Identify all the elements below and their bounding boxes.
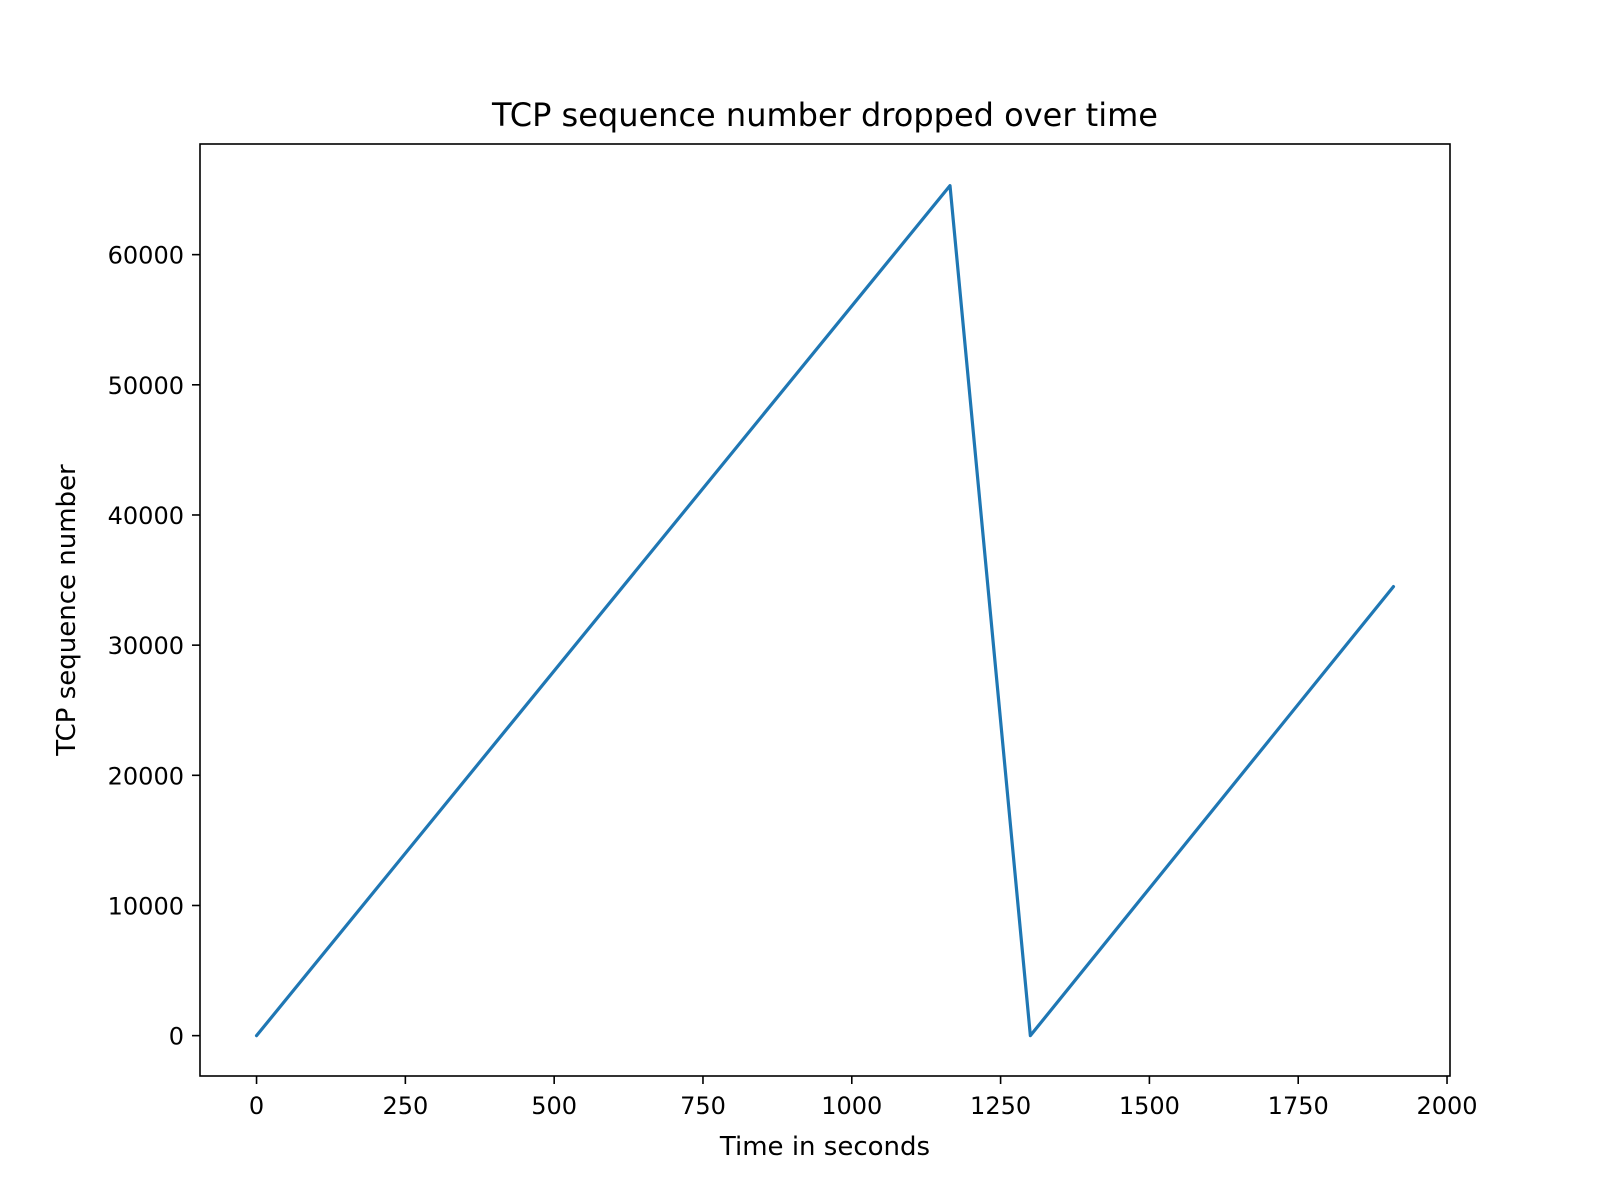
y-axis-ticks: 0 10000 20000 30000 40000 50000 60000: [108, 242, 200, 1051]
y-tick-label: 60000: [108, 242, 184, 270]
y-axis-label: TCP sequence number: [52, 464, 82, 757]
x-tick-label: 750: [680, 1092, 726, 1120]
chart-title: TCP sequence number dropped over time: [491, 96, 1158, 134]
x-axis-label: Time in seconds: [719, 1132, 930, 1162]
x-tick-label: 2000: [1416, 1092, 1477, 1120]
plot-area: [200, 144, 1450, 1076]
y-tick-label: 30000: [108, 632, 184, 660]
x-tick-label: 1500: [1119, 1092, 1180, 1120]
x-tick-label: 0: [249, 1092, 264, 1120]
series-line-1: [254, 184, 1396, 1038]
plot-frame: [199, 143, 1451, 1077]
x-tick-label: 500: [531, 1092, 577, 1120]
y-tick-label: 40000: [108, 502, 184, 530]
series-layer: [254, 184, 1396, 1038]
y-tick-label: 10000: [108, 892, 184, 920]
x-tick-label: 1250: [970, 1092, 1031, 1120]
x-axis-ticks: 0 250 500 750 1000 1250 1500 1750 2000: [249, 1076, 1478, 1120]
y-tick-label: 0: [169, 1023, 184, 1051]
y-tick-label: 50000: [108, 372, 184, 400]
x-tick-label: 250: [382, 1092, 428, 1120]
y-tick-label: 20000: [108, 762, 184, 790]
x-tick-label: 1750: [1268, 1092, 1329, 1120]
x-tick-label: 1000: [821, 1092, 882, 1120]
